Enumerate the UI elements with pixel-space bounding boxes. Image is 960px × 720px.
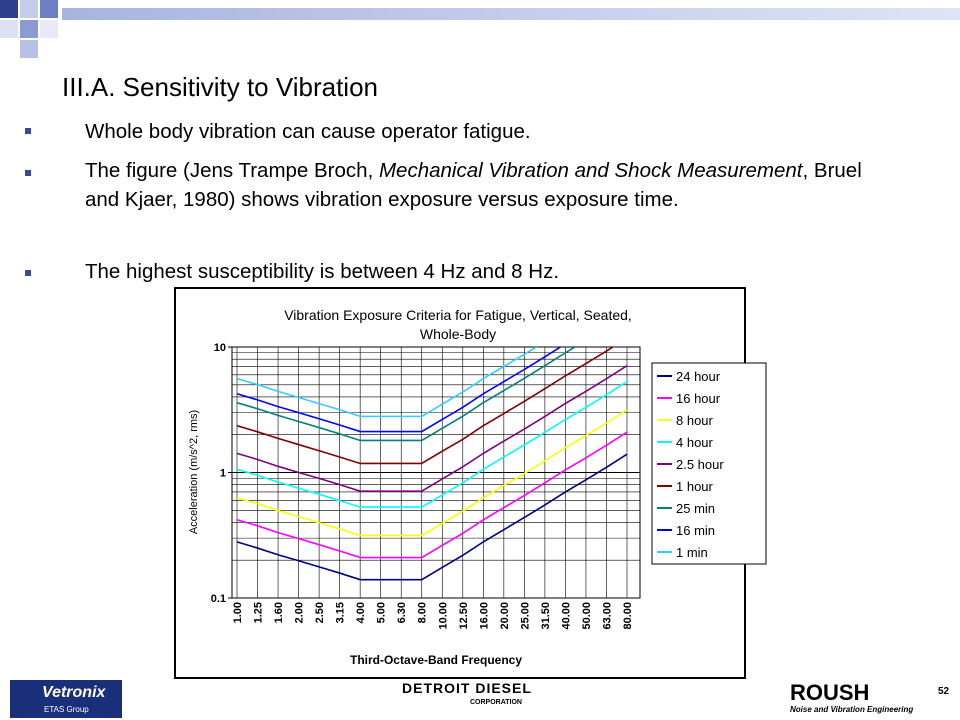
legend-label: 8 hour [676,413,714,428]
text-segment: Mechanical Vibration and Shock Measureme… [378,159,803,182]
series-line [236,347,577,442]
x-tick-label: 20.00 [499,602,511,630]
text-segment: The figure (Jens Trampe Broch, [85,159,379,182]
logo-text: CORPORATION [470,699,522,706]
x-tick-label: 4.00 [355,602,367,623]
x-tick-label: 12.50 [458,602,470,630]
bullet-marker [25,270,31,276]
bullet-marker [25,170,31,176]
text-segment: Whole body vibration can cause operator … [85,120,531,143]
logo-text: ROUSH [790,680,870,705]
legend-label: 2.5 hour [676,457,724,472]
bullet-marker [25,128,31,134]
x-tick-label: 1.00 [232,602,244,623]
bullet: Whole body vibration can cause operator … [85,117,875,146]
x-tick-label: 2.50 [314,602,326,623]
y-tick-label: 10 [214,342,226,354]
x-tick-label: 8.00 [417,602,429,623]
slide-title: III.A. Sensitivity to Vibration [62,72,378,102]
x-tick-label: 25.00 [519,602,531,630]
chart-title: Whole-Body [420,326,496,342]
logo-text: Noise and Vibration Engineering [790,705,914,714]
logo-text: DETROIT DIESEL [402,680,532,696]
legend-label: 4 hour [676,435,714,450]
bullet: The figure (Jens Trampe Broch, Mechanica… [85,156,875,214]
series-group [236,347,628,581]
x-tick-label: 16.00 [478,602,490,630]
x-tick-label: 80.00 [622,602,634,630]
page-number: 52 [938,686,950,697]
logo-text: ETAS Group [44,705,89,714]
legend-label: 1 hour [676,479,714,494]
x-tick-label: 3.15 [335,602,347,623]
series-line [236,347,538,418]
logo-text: Vetronix [42,684,106,701]
chart-title: Vibration Exposure Criteria for Fatigue,… [284,307,632,323]
y-tick-label: 0.1 [211,593,226,605]
x-tick-label: 50.00 [581,602,593,630]
y-tick-label: 1 [220,468,226,480]
x-tick-label: 40.00 [560,602,572,630]
text-segment: , Bruel and Kjaer, 1980) shows vibration… [85,159,862,211]
legend-label: 24 hour [676,369,721,384]
series-line [236,380,628,508]
x-tick-label: 63.00 [601,602,613,630]
x-axis-label: Third-Octave-Band Frequency [350,653,522,667]
text-segment: The highest susceptibility is between 4 … [85,260,560,283]
legend-label: 1 min [676,545,708,560]
series-line [236,347,615,465]
x-tick-label: 1.60 [273,602,285,623]
x-tick-label: 5.00 [376,602,388,623]
x-tick-label: 31.50 [540,602,552,630]
x-tick-label: 1.25 [253,602,265,623]
x-tick-label: 6.30 [396,602,408,623]
x-tick-label: 2.00 [294,602,306,623]
series-line [236,364,628,492]
bullet: The highest susceptibility is between 4 … [85,257,875,286]
y-axis-label: Acceleration (m/s^2, rms) [188,410,200,534]
series-line [236,409,628,537]
series-line [236,431,628,559]
series-line [236,453,628,581]
x-tick-label: 10.00 [437,602,449,630]
series-line [236,347,562,433]
legend-label: 16 hour [676,391,721,406]
legend-label: 25 min [676,501,715,516]
legend-label: 16 min [676,523,715,538]
